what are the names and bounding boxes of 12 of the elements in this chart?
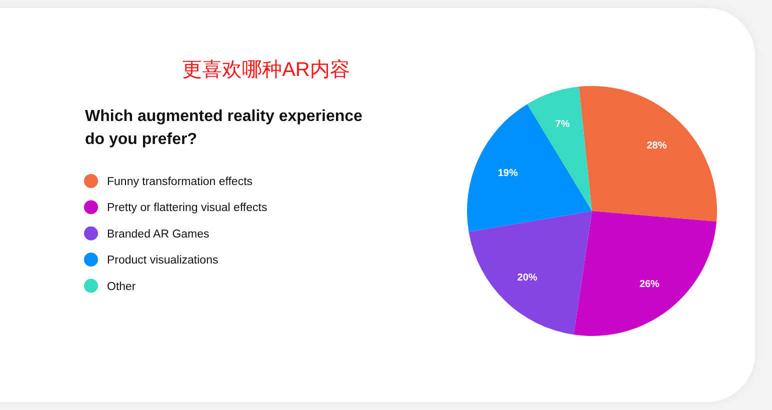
data-label: 20% (517, 272, 538, 284)
data-label: 7% (555, 118, 570, 130)
legend-label: Pretty or flattering visual effects (107, 202, 268, 214)
legend-label: Funny transformation effects (107, 176, 253, 188)
legend-label: Other (107, 280, 136, 293)
data-label: 19% (498, 168, 518, 179)
legend-label: Branded AR Games (107, 228, 210, 240)
data-label: 26% (639, 278, 660, 290)
legend-label: Product visualizations (107, 254, 218, 267)
text: Which augmented reality experience do you prefer? (85, 108, 363, 148)
chart-title: 更喜欢哪种AR内容 (182, 59, 350, 81)
data-label: 28% (646, 140, 667, 152)
